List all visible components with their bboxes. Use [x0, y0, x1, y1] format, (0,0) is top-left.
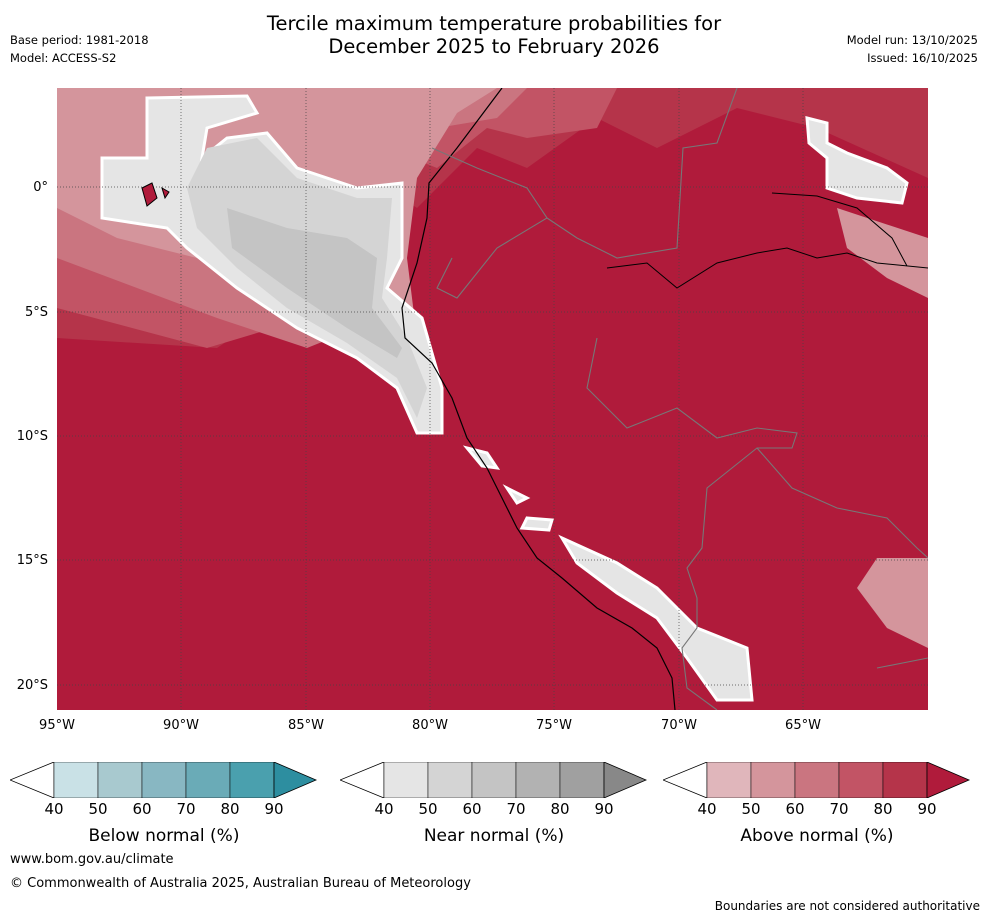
galapagos-islands: [141, 182, 170, 207]
below-tick-60: 60: [132, 800, 152, 818]
meta-left: Base period: 1981-2018 Model: ACCESS-S2: [10, 31, 149, 67]
near-swatch-70-80: [515, 761, 561, 799]
lon-label-75w: 75°W: [536, 718, 572, 733]
below-swatch-50-60: [97, 761, 143, 799]
near-swatch-over: [603, 761, 648, 799]
model-name: Model: ACCESS-S2: [10, 51, 117, 65]
near-swatch-80-90: [559, 761, 605, 799]
contour-near-normal-60: [227, 208, 402, 358]
near-swatch-40-50: [383, 761, 429, 799]
lon-label-85w: 85°W: [288, 718, 324, 733]
near-tick-50: 50: [418, 800, 438, 818]
above-swatch-80-90: [882, 761, 928, 799]
below-tick-90: 90: [264, 800, 284, 818]
probability-map: [57, 88, 928, 710]
below-swatch-70-80: [185, 761, 231, 799]
above-swatch-over: [926, 761, 971, 799]
near-tick-90: 90: [594, 800, 614, 818]
below-swatch-over: [273, 761, 318, 799]
colorbar-below-swatches: [8, 761, 318, 799]
colorbar-above-swatches: [661, 761, 971, 799]
contour-near-normal-amazon: [805, 116, 909, 205]
lat-label-10s: 10°S: [16, 429, 48, 444]
lon-label-95w: 95°W: [39, 718, 75, 733]
lon-label-70w: 70°W: [661, 718, 697, 733]
above-tick-70: 70: [829, 800, 849, 818]
below-swatch-60-70: [141, 761, 187, 799]
contour-near-normal-south-coast: [462, 445, 754, 702]
above-tick-50: 50: [741, 800, 761, 818]
below-label: Below normal (%): [88, 826, 240, 846]
disclaimer-text: Boundaries are not considered authoritat…: [714, 899, 980, 913]
near-label: Near normal (%): [423, 826, 565, 846]
title-line-1: Tercile maximum temperature probabilitie…: [266, 12, 722, 35]
country-borders: [431, 88, 928, 710]
colorbar-near-swatches: [338, 761, 648, 799]
above-label: Above normal (%): [740, 826, 894, 846]
above-tick-40: 40: [697, 800, 717, 818]
above-swatch-50-60: [750, 761, 796, 799]
colorbar-below: 40 50 60 70 80 90 Below normal (%): [8, 761, 320, 862]
title-line-2: December 2025 to February 2026: [328, 35, 660, 58]
above-tick-60: 60: [785, 800, 805, 818]
below-swatch-80-90: [229, 761, 275, 799]
above-swatch-under: [661, 761, 708, 799]
map-title: Tercile maximum temperature probabilitie…: [0, 12, 988, 58]
below-swatch-under: [8, 761, 55, 799]
near-tick-70: 70: [506, 800, 526, 818]
above-swatch-70-80: [838, 761, 884, 799]
below-tick-40: 40: [44, 800, 64, 818]
above-swatch-60-70: [794, 761, 840, 799]
colorbar-near: 40 50 60 70 80 90 Near normal (%): [338, 761, 650, 862]
below-swatch-40-50: [53, 761, 99, 799]
amazon-river: [606, 192, 928, 289]
near-swatch-60-70: [471, 761, 517, 799]
lon-label-80w: 80°W: [412, 718, 448, 733]
website-link[interactable]: www.bom.gov.au/climate: [10, 852, 174, 867]
below-tick-50: 50: [88, 800, 108, 818]
above-tick-80: 80: [873, 800, 893, 818]
lon-label-90w: 90°W: [163, 718, 199, 733]
copyright-text: © Commonwealth of Australia 2025, Austra…: [10, 876, 471, 891]
coastline: [401, 88, 676, 710]
lon-label-65w: 65°W: [785, 718, 821, 733]
above-tick-90: 90: [917, 800, 937, 818]
near-tick-80: 80: [550, 800, 570, 818]
base-period: Base period: 1981-2018: [10, 33, 149, 47]
near-tick-60: 60: [462, 800, 482, 818]
lat-label-15s: 15°S: [16, 553, 48, 568]
issued-date: Issued: 16/10/2025: [867, 51, 978, 65]
near-swatch-under: [338, 761, 385, 799]
meta-right: Model run: 13/10/2025 Issued: 16/10/2025: [847, 31, 978, 67]
lat-label-20s: 20°S: [16, 678, 48, 693]
below-tick-70: 70: [176, 800, 196, 818]
model-run: Model run: 13/10/2025: [846, 33, 978, 47]
below-tick-80: 80: [220, 800, 240, 818]
graticule: [57, 88, 928, 710]
colorbar-above: 40 50 60 70 80 90 Above normal (%): [661, 761, 973, 862]
lat-label-5s: 5°S: [24, 305, 48, 320]
near-swatch-50-60: [427, 761, 473, 799]
above-swatch-40-50: [706, 761, 752, 799]
lat-label-0: 0°: [33, 180, 48, 195]
near-tick-40: 40: [374, 800, 394, 818]
